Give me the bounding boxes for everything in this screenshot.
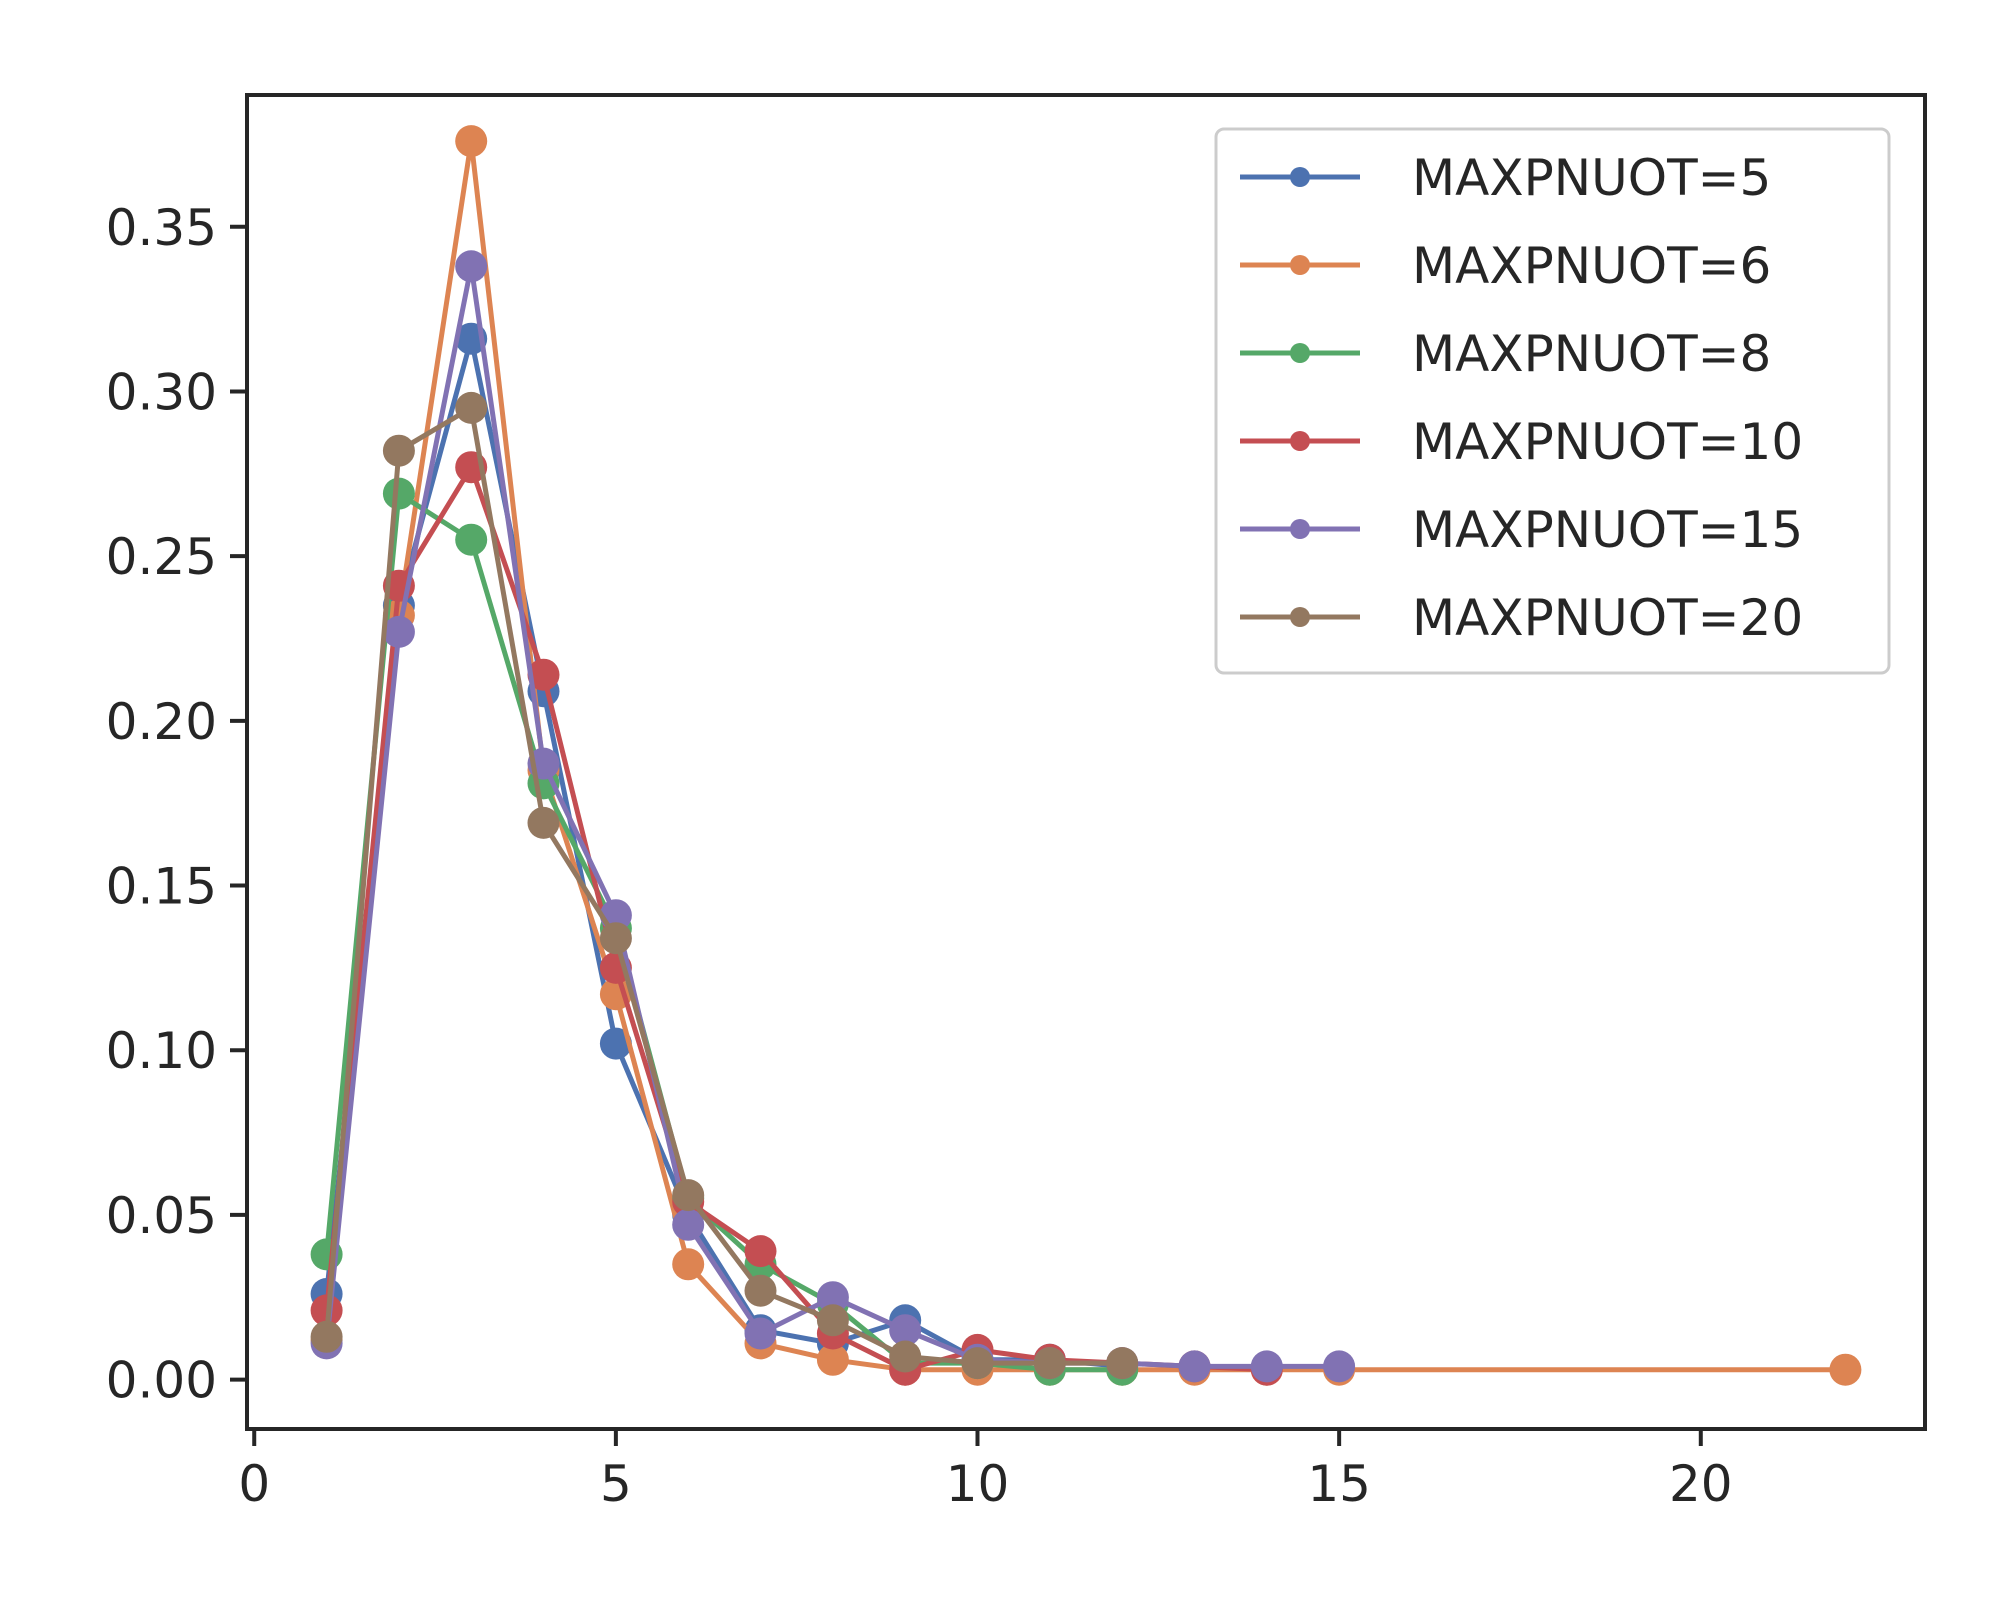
- legend-label: MAXPNUOT=5: [1412, 149, 1771, 207]
- x-tick-label: 10: [946, 1455, 1010, 1513]
- data-point: [1829, 1353, 1862, 1386]
- legend-entry-1: MAXPNUOT=6: [1240, 237, 1771, 295]
- data-point: [816, 1281, 849, 1314]
- data-point: [672, 1248, 705, 1281]
- data-point: [310, 1320, 343, 1353]
- x-tick-label: 0: [238, 1455, 270, 1513]
- data-point: [599, 1027, 632, 1060]
- data-point: [455, 250, 488, 283]
- legend: MAXPNUOT=5 MAXPNUOT=6 MAXPNUOT=8 MAXPNUOT=1…: [1214, 127, 1891, 675]
- y-tick-label: 0.35: [106, 199, 217, 257]
- series-5: [310, 391, 1139, 1380]
- data-point: [889, 1340, 922, 1373]
- series-4: [310, 250, 1356, 1383]
- x-tick-label: 20: [1669, 1455, 1733, 1513]
- y-tick-label: 0.20: [106, 693, 217, 751]
- x-tick-label: 5: [600, 1455, 632, 1513]
- legend-entry-0: MAXPNUOT=5: [1240, 149, 1771, 207]
- data-point: [599, 922, 632, 955]
- data-point: [1323, 1350, 1356, 1383]
- data-point: [1033, 1347, 1066, 1380]
- y-tick-label: 0.00: [106, 1352, 217, 1410]
- data-point: [382, 477, 415, 510]
- data-point: [455, 523, 488, 556]
- axes-frame: [245, 93, 1927, 1431]
- data-point: [455, 391, 488, 424]
- data-point: [1178, 1350, 1211, 1383]
- plot-area: [310, 125, 1862, 1386]
- legend-label: MAXPNUOT=10: [1412, 413, 1803, 471]
- data-point: [889, 1314, 922, 1347]
- data-point: [527, 658, 560, 691]
- data-point: [1250, 1350, 1283, 1383]
- legend-marker: [1290, 431, 1310, 451]
- y-tick-label: 0.30: [106, 363, 217, 421]
- legend-label: MAXPNUOT=8: [1412, 325, 1771, 383]
- data-point: [816, 1343, 849, 1376]
- data-point: [744, 1317, 777, 1350]
- legend-entry-5: MAXPNUOT=20: [1240, 589, 1803, 647]
- data-point: [527, 806, 560, 839]
- legend-marker: [1290, 255, 1310, 275]
- data-point: [672, 1208, 705, 1241]
- legend-marker: [1290, 343, 1310, 363]
- data-point: [672, 1179, 705, 1212]
- legend-label: MAXPNUOT=20: [1412, 589, 1803, 647]
- legend-marker: [1290, 607, 1310, 627]
- y-tick-label: 0.10: [106, 1022, 217, 1080]
- data-point: [455, 125, 488, 158]
- data-point: [816, 1304, 849, 1337]
- legend-label: MAXPNUOT=15: [1412, 501, 1803, 559]
- data-point: [744, 1235, 777, 1268]
- y-tick-label: 0.15: [106, 858, 217, 916]
- x-tick-label: 15: [1307, 1455, 1371, 1513]
- data-point: [382, 434, 415, 467]
- y-tick-label: 0.05: [106, 1187, 217, 1245]
- legend-label: MAXPNUOT=6: [1412, 237, 1771, 295]
- legend-marker: [1290, 519, 1310, 539]
- data-point: [744, 1274, 777, 1307]
- data-point: [1106, 1347, 1139, 1380]
- data-point: [382, 615, 415, 648]
- legend-entry-4: MAXPNUOT=15: [1240, 501, 1803, 559]
- legend-marker: [1290, 167, 1310, 187]
- legend-entry-3: MAXPNUOT=10: [1240, 413, 1803, 471]
- legend-box: [1214, 127, 1891, 675]
- data-point: [961, 1347, 994, 1380]
- axes: 0 5 10 15 20 0.00 0.05 0.10 0.15 0.20 0.25 0.30 0.35: [106, 93, 1927, 1513]
- y-tick-label: 0.25: [106, 528, 217, 586]
- legend-entry-2: MAXPNUOT=8: [1240, 325, 1771, 383]
